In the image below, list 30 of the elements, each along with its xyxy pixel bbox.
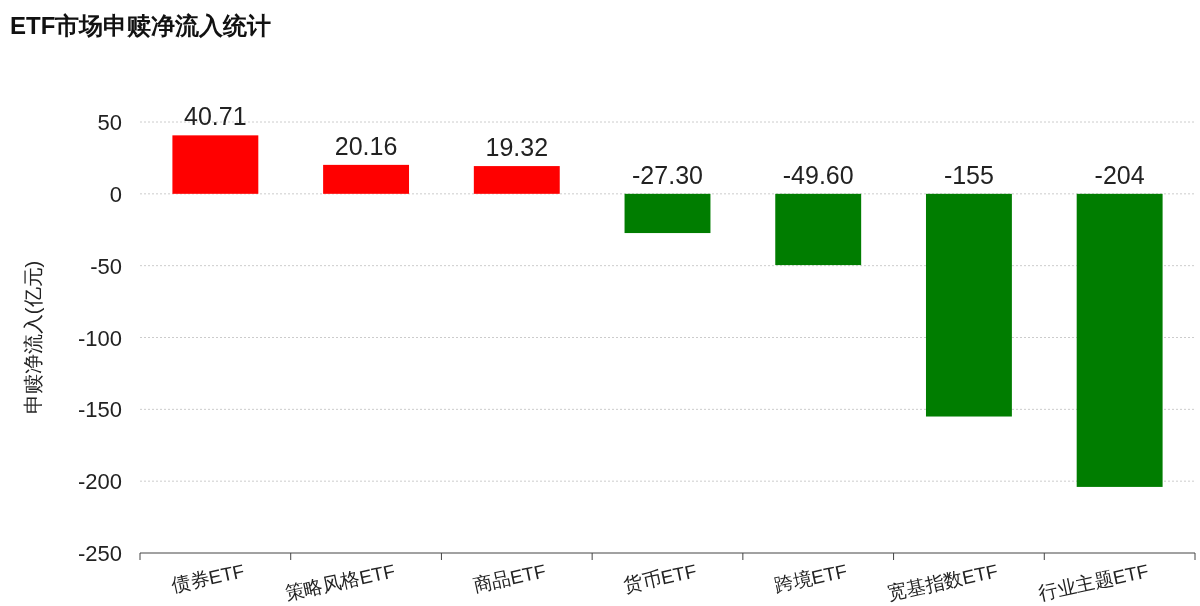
data-label: 40.71 xyxy=(184,102,247,131)
data-label: 19.32 xyxy=(485,133,549,162)
x-tick-label: 宽基指数ETF xyxy=(885,560,1000,605)
bar xyxy=(925,193,1012,417)
data-label: -155 xyxy=(943,160,994,189)
bar xyxy=(323,164,410,194)
y-axis-title: 申赎净流入(亿元) xyxy=(22,260,44,415)
bar xyxy=(473,166,560,194)
x-tick-label: 货币ETF xyxy=(621,560,699,597)
data-label: -204 xyxy=(1094,160,1145,189)
bar xyxy=(624,193,711,234)
y-tick-label: -150 xyxy=(77,397,122,423)
x-tick-label: 行业主题ETF xyxy=(1036,560,1151,605)
data-label: 20.16 xyxy=(334,131,398,160)
y-tick-label: -250 xyxy=(77,541,122,566)
data-label: -27.30 xyxy=(632,160,703,189)
x-tick-label: 策略风格ETF xyxy=(283,560,397,605)
data-label: -49.60 xyxy=(782,160,854,189)
bar xyxy=(1076,193,1163,487)
x-tick-label: 商品ETF xyxy=(470,560,548,597)
bar xyxy=(775,193,862,266)
x-tick-label: 债券ETF xyxy=(169,560,247,597)
bar xyxy=(172,135,259,194)
y-tick-label: 50 xyxy=(97,110,122,135)
y-tick-label: -100 xyxy=(77,325,122,351)
x-tick-label: 跨境ETF xyxy=(772,560,850,597)
y-tick-label: 0 xyxy=(109,181,122,207)
y-tick-label: -200 xyxy=(77,469,122,495)
y-tick-label: -50 xyxy=(90,253,122,279)
chart-title: ETF市场申赎净流入统计 xyxy=(10,12,272,39)
